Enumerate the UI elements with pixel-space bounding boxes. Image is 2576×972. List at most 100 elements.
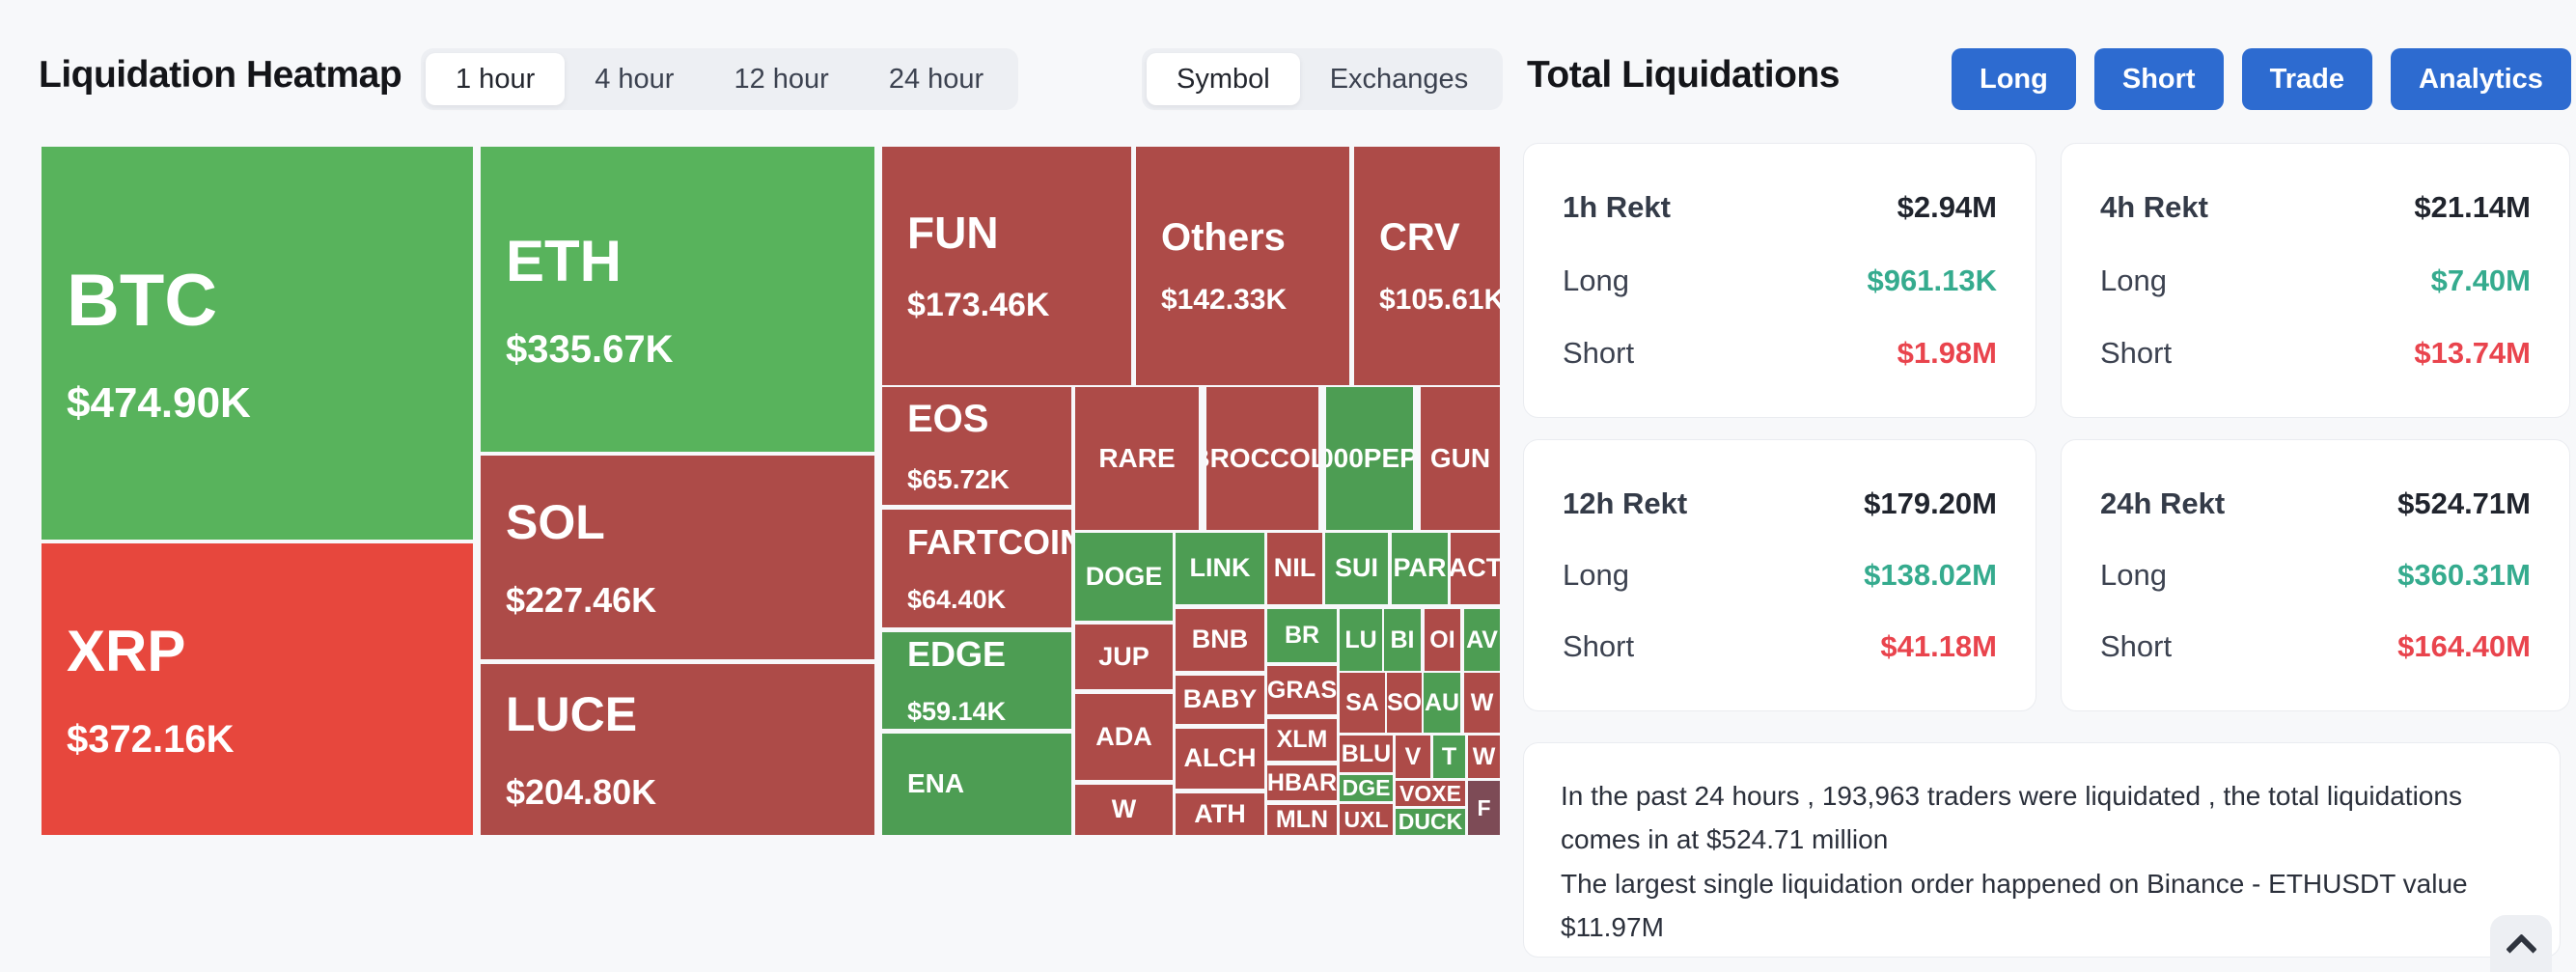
treemap-cell-LU[interactable]: LU [1340, 609, 1382, 671]
treemap-cell-HBAR[interactable]: HBAR [1267, 765, 1337, 800]
treemap-cell-BROCCOLI[interactable]: BROCCOLI [1206, 387, 1318, 530]
cell-symbol-label: GRAS [1267, 676, 1337, 704]
cell-symbol-label: EDGE [907, 634, 1007, 675]
treemap-cell-EOS[interactable]: EOS $65.72K [882, 387, 1071, 505]
treemap-cell-RARE[interactable]: RARE [1075, 387, 1199, 530]
treemap-cell-V[interactable]: V [1396, 736, 1430, 778]
treemap-cell-ACT[interactable]: ACT [1451, 533, 1500, 604]
card-title: 4h Rekt [2100, 190, 2208, 224]
chevron-up-icon [2505, 933, 2537, 965]
treemap-cell-DGE[interactable]: DGE [1340, 775, 1393, 801]
cell-symbol-label: ETH [506, 228, 622, 293]
treemap-cell-T[interactable]: T [1433, 736, 1465, 778]
cell-symbol-label: ALCH [1183, 743, 1257, 773]
cell-value-label: $173.46K [907, 286, 1050, 323]
treemap-cell-JUP[interactable]: JUP [1075, 625, 1173, 689]
liquidation-summary-card: In the past 24 hours , 193,963 traders w… [1523, 742, 2561, 958]
treemap-cell-1000PEPE[interactable]: 1000PEPE [1326, 387, 1413, 530]
treemap-cell-DOGE[interactable]: DOGE [1075, 533, 1173, 621]
treemap-cell-EDGE[interactable]: EDGE $59.14K [882, 632, 1071, 729]
treemap-cell-F[interactable]: F [1468, 781, 1500, 835]
long-value: $360.31M [2397, 558, 2531, 592]
cell-symbol-label: W [1470, 688, 1494, 716]
long-label: Long [1563, 263, 1629, 297]
tab-1-hour[interactable]: 1 hour [426, 53, 566, 105]
cell-symbol-label: ACT [1451, 553, 1500, 583]
cell-symbol-label: PAR [1393, 553, 1447, 583]
treemap-cell-LUCE[interactable]: LUCE $204.80K [481, 664, 874, 835]
page-title: Liquidation Heatmap [39, 54, 402, 96]
treemap-cell-LINK[interactable]: LINK [1176, 533, 1264, 604]
card-total: $2.94M [1897, 190, 1997, 224]
treemap-cell-AV[interactable]: AV [1464, 609, 1500, 671]
treemap-cell-ADA[interactable]: ADA [1075, 694, 1173, 780]
treemap-cell-GRAS[interactable]: GRAS [1267, 666, 1337, 714]
treemap-cell-BTC[interactable]: BTC $474.90K [42, 147, 473, 540]
treemap-cell-Others[interactable]: Others $142.33K [1136, 147, 1349, 385]
treemap-cell-NIL[interactable]: NIL [1267, 533, 1322, 604]
treemap-cell-PAR[interactable]: PAR [1392, 533, 1448, 604]
cell-symbol-label: ENA [907, 768, 965, 799]
treemap-cell-SO[interactable]: SO [1387, 673, 1422, 733]
scroll-to-top-button[interactable] [2490, 915, 2552, 972]
treemap-cell-W[interactable]: W [1075, 785, 1173, 835]
treemap-cell-AU[interactable]: AU [1424, 673, 1460, 733]
cell-symbol-label: NIL [1273, 553, 1316, 583]
cell-symbol-label: VOXE [1399, 781, 1461, 806]
tab-12-hour[interactable]: 12 hour [734, 64, 829, 95]
long-button[interactable]: Long [1952, 48, 2076, 110]
treemap-cell-W[interactable]: W [1468, 736, 1500, 778]
treemap-cell-DUCK[interactable]: DUCK [1396, 809, 1465, 835]
short-value: $1.98M [1897, 336, 1997, 370]
cell-symbol-label: LUCE [506, 686, 638, 741]
treemap-cell-CRV[interactable]: CRV $105.61K [1354, 147, 1500, 385]
cell-symbol-label: BR [1284, 622, 1320, 650]
cell-symbol-label: BLU [1341, 739, 1392, 767]
treemap-cell-BI[interactable]: BI [1384, 609, 1421, 671]
cell-symbol-label: HBAR [1267, 768, 1337, 796]
treemap-cell-ENA[interactable]: ENA [882, 734, 1071, 835]
treemap-cell-FARTCOIN[interactable]: FARTCOIN $64.40K [882, 510, 1071, 627]
treemap-cell-XLM[interactable]: XLM [1267, 719, 1337, 761]
treemap-cell-XRP[interactable]: XRP $372.16K [42, 543, 473, 835]
cell-symbol-label: BTC [67, 259, 218, 342]
treemap-cell-FUN[interactable]: FUN $173.46K [882, 147, 1131, 385]
treemap-cell-UXL[interactable]: UXL [1340, 804, 1393, 835]
treemap-cell-BLU[interactable]: BLU [1340, 736, 1393, 772]
cell-value-label: $372.16K [67, 717, 235, 761]
treemap-cell-MLN[interactable]: MLN [1267, 805, 1337, 835]
treemap-cell-BNB[interactable]: BNB [1176, 609, 1264, 671]
treemap-cell-ALCH[interactable]: ALCH [1176, 729, 1264, 789]
cell-symbol-label: XRP [67, 618, 186, 683]
short-button[interactable]: Short [2093, 48, 2224, 110]
tab-symbol[interactable]: Symbol [1147, 53, 1300, 105]
treemap-cell-VOXE[interactable]: VOXE [1396, 781, 1465, 806]
treemap-cell-OI[interactable]: OI [1425, 609, 1460, 671]
tab-4-hour[interactable]: 4 hour [595, 64, 675, 95]
analytics-button[interactable]: Analytics [2390, 48, 2571, 110]
treemap-cell-BABY[interactable]: BABY [1176, 676, 1264, 724]
treemap-cell-SA[interactable]: SA [1340, 673, 1385, 733]
cell-symbol-label: FUN [907, 208, 999, 259]
trade-button[interactable]: Trade [2241, 48, 2372, 110]
cell-symbol-label: OI [1429, 625, 1455, 653]
cell-symbol-label: AV [1466, 625, 1498, 653]
treemap-cell-ETH[interactable]: ETH $335.67K [481, 147, 874, 452]
short-value: $41.18M [1880, 629, 1997, 663]
card-title: 24h Rekt [2100, 486, 2226, 520]
treemap-cell-W[interactable]: W [1464, 673, 1500, 733]
tab-24-hour[interactable]: 24 hour [888, 64, 984, 95]
treemap-cell-SUI[interactable]: SUI [1325, 533, 1388, 604]
cell-symbol-label: SA [1345, 688, 1379, 716]
treemap-cell-SOL[interactable]: SOL $227.46K [481, 456, 874, 659]
cell-symbol-label: XLM [1276, 726, 1328, 754]
tab-exchanges[interactable]: Exchanges [1329, 64, 1469, 95]
treemap-cell-BR[interactable]: BR [1267, 609, 1337, 662]
card-title: 12h Rekt [1563, 486, 1688, 520]
treemap-cell-ATH[interactable]: ATH [1176, 793, 1264, 835]
cell-symbol-label: LU [1344, 625, 1377, 653]
cell-symbol-label: RARE [1098, 442, 1176, 473]
treemap-cell-GUN[interactable]: GUN [1421, 387, 1500, 530]
cell-symbol-label: EOS [907, 398, 989, 440]
short-label: Short [2100, 336, 2173, 370]
